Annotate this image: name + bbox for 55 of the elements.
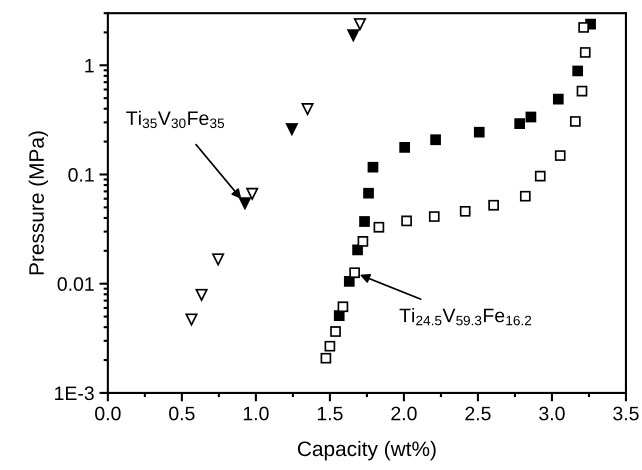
x-tick-label: 0.5	[169, 406, 195, 420]
point	[185, 313, 198, 326]
point	[552, 94, 564, 104]
point	[302, 103, 314, 116]
point	[358, 236, 368, 247]
point	[460, 206, 471, 217]
point	[401, 216, 412, 226]
point	[330, 326, 341, 337]
point	[363, 188, 374, 199]
point	[578, 22, 589, 33]
point	[570, 116, 581, 127]
point	[338, 301, 348, 312]
point	[359, 216, 370, 227]
point	[246, 188, 258, 200]
point	[368, 162, 378, 173]
point	[212, 253, 224, 266]
point	[580, 47, 591, 58]
point	[554, 150, 566, 161]
point	[520, 190, 531, 202]
point	[344, 276, 355, 287]
x-axis-title: Capacity (wt%)	[298, 440, 436, 460]
point	[354, 18, 366, 30]
point	[534, 170, 546, 182]
point	[526, 112, 536, 122]
point	[572, 66, 584, 76]
point	[428, 211, 440, 222]
y-tick-label: 0.01	[58, 277, 94, 291]
annotation: Ti$_{24.5}$V$_{59.3}$Fe$_{16.2}$	[400, 308, 532, 326]
point	[320, 352, 332, 364]
x-tick-label: 1.5	[318, 406, 343, 420]
point	[352, 244, 363, 256]
x-tick-label: 2.5	[465, 406, 491, 420]
x-tick-label: 3.0	[539, 406, 565, 420]
y-tick-label: 1	[85, 58, 94, 72]
point	[488, 200, 499, 211]
x-tick-label: 1.0	[244, 406, 269, 420]
point	[576, 86, 588, 96]
point	[374, 222, 384, 233]
point	[514, 118, 526, 130]
point	[349, 267, 360, 278]
x-tick-label: 0.0	[95, 406, 121, 420]
point	[196, 288, 208, 301]
annotation: Ti$_{35}$V$_{30}$Fe$_{35}$	[126, 110, 224, 128]
point	[399, 142, 410, 153]
y-axis-title: Pressure (MPa)	[28, 131, 48, 274]
y-tick-label: 0.1	[68, 168, 94, 182]
point	[238, 197, 251, 210]
point	[324, 340, 336, 352]
point	[347, 29, 360, 42]
y-tick-label: 1E-3	[55, 386, 94, 400]
x-tick-label: 2.0	[391, 406, 417, 420]
point	[474, 126, 485, 138]
x-tick-label: 3.5	[613, 406, 639, 420]
point	[430, 134, 441, 146]
point	[286, 123, 298, 136]
